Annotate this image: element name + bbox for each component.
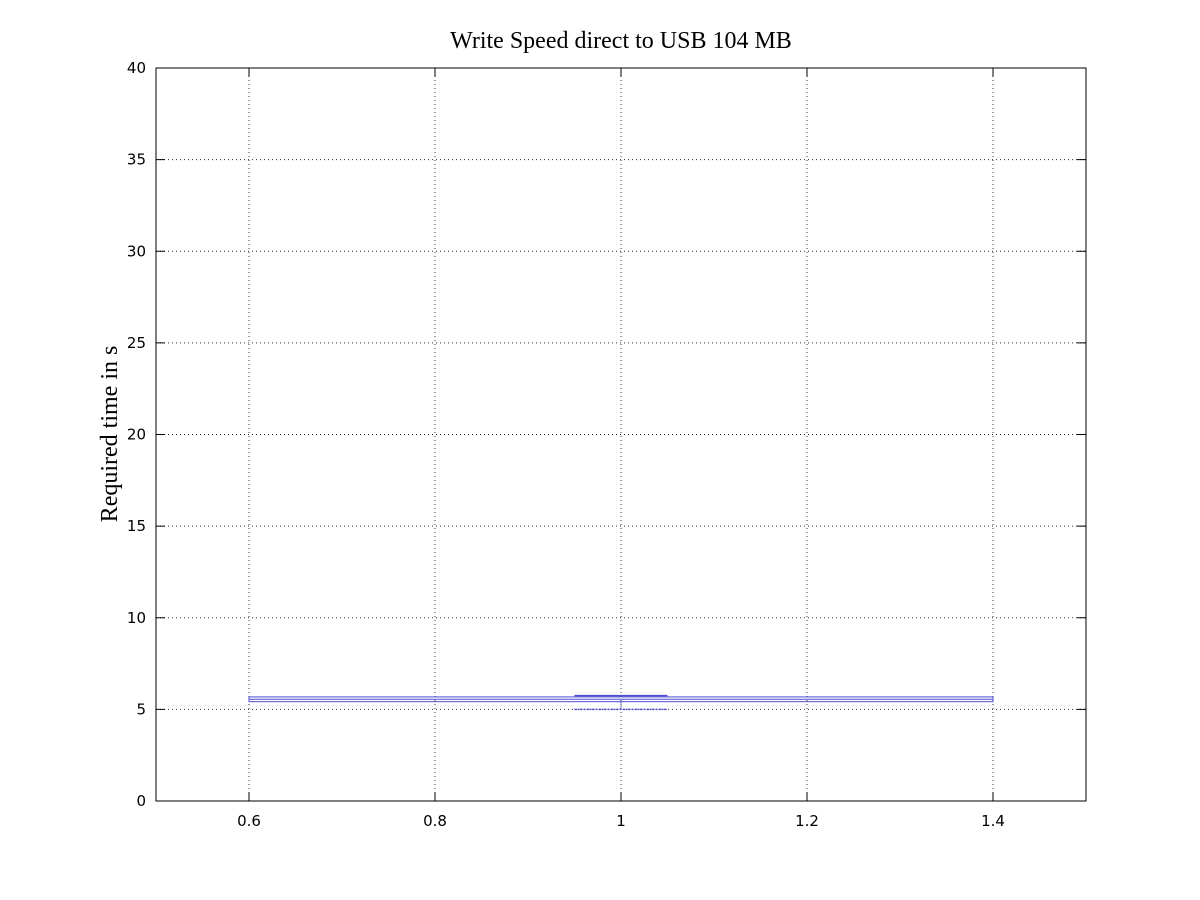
chart-title: Write Speed direct to USB 104 MB — [450, 28, 792, 54]
x-tick-label: 1.4 — [981, 812, 1005, 830]
y-tick-label: 25 — [127, 334, 146, 352]
grid-lines — [156, 68, 1086, 801]
y-tick-label: 30 — [127, 242, 146, 260]
y-tick-label: 40 — [127, 59, 146, 77]
box-marks — [248, 694, 994, 711]
y-tick-label: 35 — [127, 151, 146, 169]
y-tick-label: 5 — [136, 700, 146, 718]
plot-frame — [155, 67, 1087, 802]
x-tick-label: 0.6 — [237, 812, 261, 830]
x-tick-label: 1 — [616, 812, 626, 830]
y-tick-label: 15 — [127, 517, 146, 535]
x-tick-label: 1.2 — [795, 812, 819, 830]
y-tick-label: 10 — [127, 609, 146, 627]
y-tick-label: 0 — [136, 792, 146, 810]
x-tick-label: 0.8 — [423, 812, 447, 830]
y-tick-label: 20 — [127, 426, 146, 444]
axis-ticks: 0 5 10 15 20 25 30 35 40 0.6 0.8 1 1.2 1.4 — [127, 59, 1086, 830]
y-axis-label: Required time in s — [97, 346, 123, 523]
